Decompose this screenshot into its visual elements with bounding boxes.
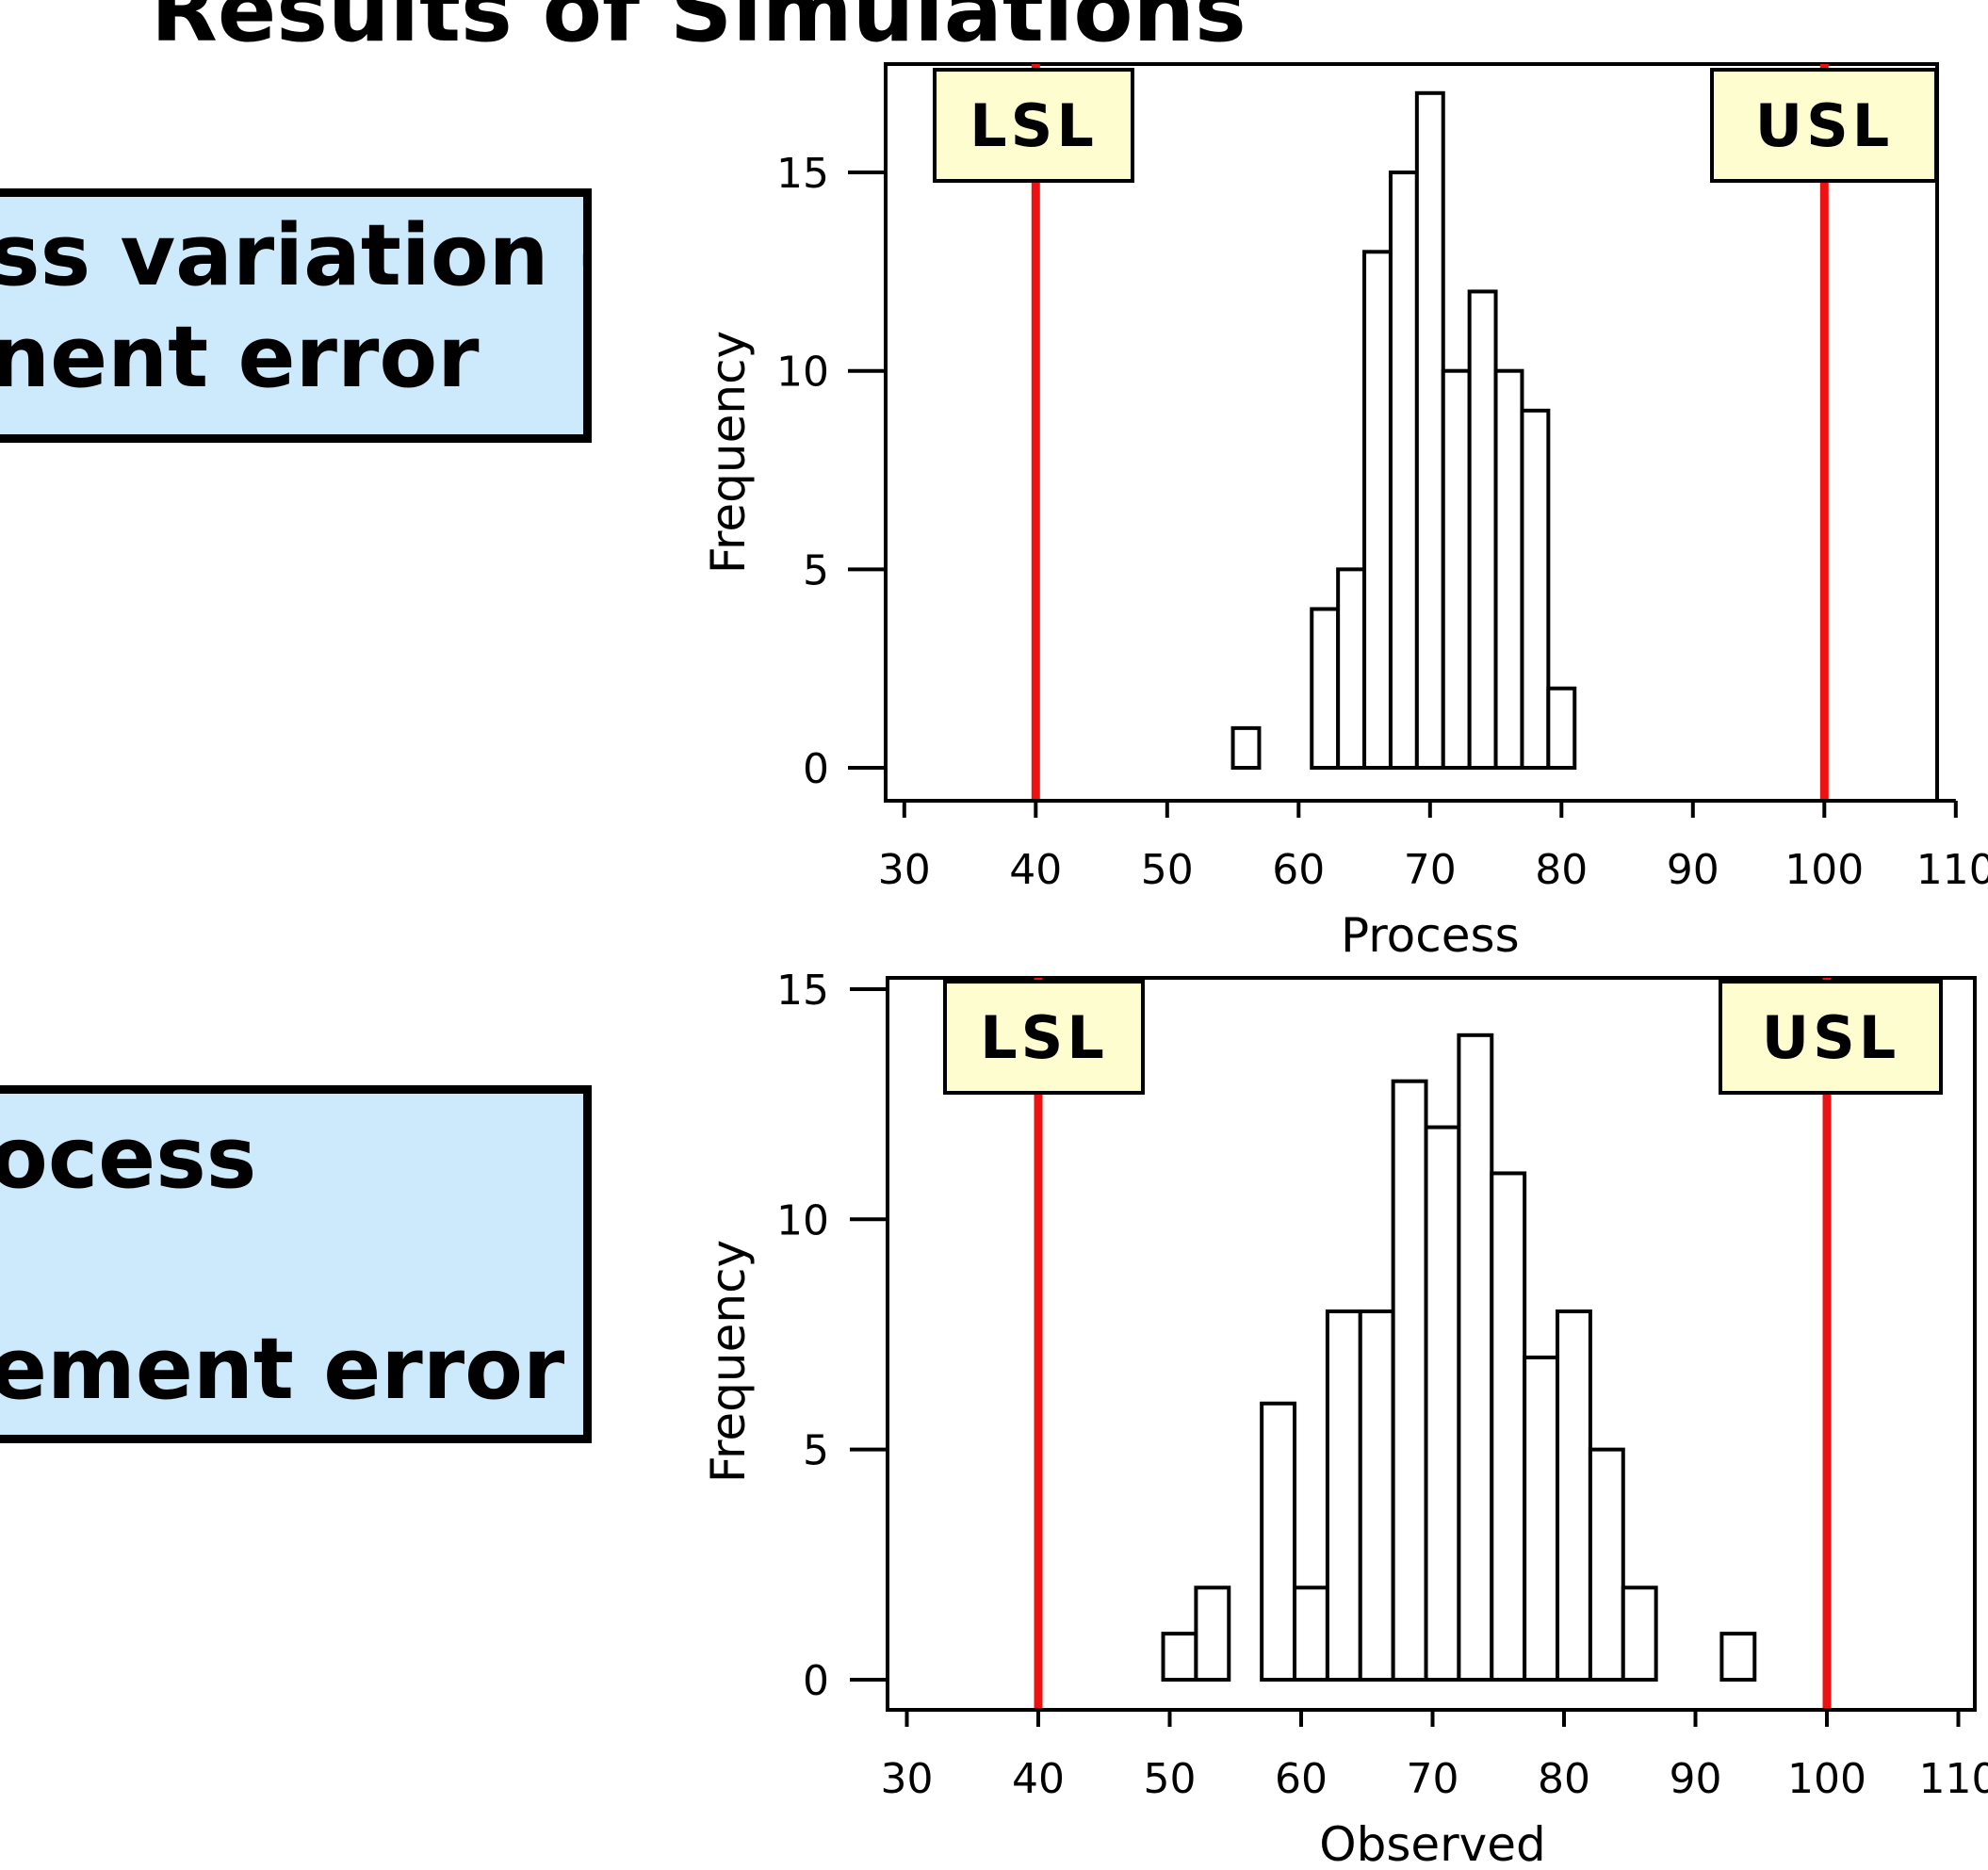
spec-limit-label: USL — [1755, 91, 1894, 160]
histogram-panel-1: LSL USL 0 5 10 15 30 40 50 60 70 80 90 100 110 Process F… — [701, 62, 1988, 963]
histogram-bar — [1293, 1585, 1329, 1683]
histogram-bar — [1719, 1632, 1757, 1683]
x-tick-label: 90 — [1670, 1755, 1722, 1803]
spec-limit-label: USL — [1762, 1003, 1900, 1072]
y-tick-label: 10 — [776, 1196, 829, 1244]
x-tick-label: 70 — [1404, 846, 1457, 894]
x-axis-title: Process — [1341, 908, 1520, 963]
page-title: Results of Simulations — [151, 0, 1247, 61]
x-tick-label: 40 — [1012, 1755, 1065, 1803]
x-tick-label: 100 — [1787, 1755, 1866, 1803]
histogram-bar — [1260, 1401, 1297, 1683]
y-tick-label: 0 — [803, 745, 829, 793]
x-tick-label: 30 — [881, 1755, 934, 1803]
x-tick-label: 100 — [1784, 846, 1864, 894]
x-tick-label: 30 — [878, 846, 931, 894]
x-tick-label: 40 — [1009, 846, 1062, 894]
spec-limit-label: LSL — [970, 91, 1098, 160]
spec-limit-label-box — [1710, 68, 1938, 183]
y-tick-label: 10 — [776, 349, 829, 397]
y-axis-title: Frequency — [701, 1240, 756, 1483]
histogram-panel-2: LSL USL 0 5 10 15 30 40 50 60 70 80 90 100 110 Observed… — [701, 967, 1988, 1870]
x-axis-title: Observed — [1319, 1817, 1546, 1870]
histogram-bar — [1424, 1125, 1461, 1683]
y-tick-label: 15 — [776, 967, 829, 1015]
spec-limit-label-box — [943, 980, 1145, 1095]
histogram-bar — [1457, 1033, 1494, 1682]
histogram-bar — [1493, 368, 1524, 770]
histogram-bar — [1325, 1309, 1362, 1683]
histogram-bar — [1362, 250, 1393, 770]
histogram-bar — [1391, 1079, 1428, 1682]
histogram-bar — [1310, 607, 1341, 770]
y-tick-label: 15 — [776, 150, 829, 198]
x-tick-label: 70 — [1407, 1755, 1459, 1803]
y-tick-label: 5 — [803, 1427, 829, 1475]
callout-box-process-variation: ss variation - nent error — [0, 188, 592, 443]
x-tick-label: 90 — [1667, 846, 1719, 894]
callout-line: ement error — [0, 1320, 565, 1419]
x-tick-label: 50 — [1144, 1755, 1197, 1803]
callout-line: ocess — [0, 1109, 257, 1208]
histogram-bar — [1523, 1355, 1560, 1683]
x-tick-label: 80 — [1538, 1755, 1590, 1803]
spec-limit-label: LSL — [980, 1003, 1108, 1072]
histogram-bar — [1358, 1309, 1395, 1683]
y-tick-label: 5 — [803, 546, 829, 594]
histogram-bar — [1520, 408, 1551, 770]
y-axis-title: Frequency — [701, 331, 756, 574]
x-tick-label: 110 — [1916, 846, 1988, 894]
x-tick-label: 110 — [1919, 1755, 1988, 1803]
callout-line: ss variation - — [0, 206, 592, 305]
histogram-bar — [1336, 567, 1367, 770]
callout-box-process-measurement: ocess ement error — [0, 1085, 592, 1443]
spec-limit-label-box — [1719, 980, 1943, 1095]
histogram-bar — [1556, 1309, 1592, 1683]
callout-line: nent error — [0, 308, 480, 407]
histogram-bar — [1621, 1585, 1658, 1683]
histogram-bar — [1588, 1447, 1625, 1683]
x-tick-label: 60 — [1275, 1755, 1328, 1803]
x-tick-label: 80 — [1535, 846, 1588, 894]
x-tick-label: 50 — [1141, 846, 1194, 894]
histogram-bar — [1441, 368, 1472, 770]
histogram-bar — [1546, 686, 1577, 770]
histogram-bar — [1388, 171, 1419, 771]
histogram-bar — [1230, 725, 1262, 770]
spec-limit-label-box — [933, 68, 1134, 183]
histogram-bar — [1414, 90, 1445, 771]
histogram-bar — [1194, 1585, 1231, 1683]
x-tick-label: 60 — [1272, 846, 1325, 894]
histogram-bar — [1161, 1632, 1198, 1683]
histogram-bar — [1467, 289, 1498, 770]
histogram-bar — [1490, 1171, 1527, 1683]
y-tick-label: 0 — [803, 1657, 829, 1705]
